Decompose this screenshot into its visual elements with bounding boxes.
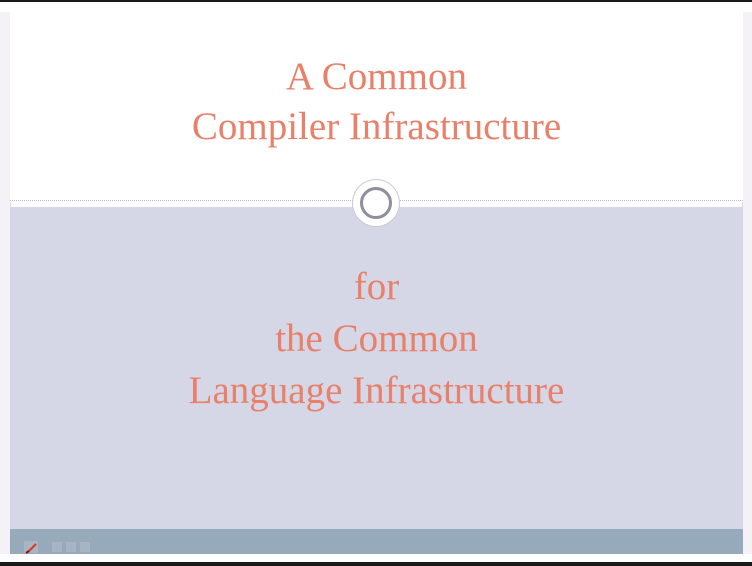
slideshow-controls[interactable] xyxy=(52,541,92,553)
slide-footer-bar xyxy=(10,529,743,554)
window-top-edge xyxy=(0,0,752,2)
slide-subtitle-line-3: Language Infrastructure xyxy=(188,369,565,412)
subtitle-area: for the Common Language Infrastructure xyxy=(10,207,743,529)
pen-icon[interactable] xyxy=(22,540,48,554)
window-bottom-edge xyxy=(0,562,752,566)
slide-title-line-2: Compiler Infrastructure xyxy=(191,105,562,148)
slide-title-line-1: A Common xyxy=(286,55,467,98)
slide: A Common Compiler Infrastructure for the… xyxy=(10,12,743,554)
ring-icon xyxy=(353,180,399,226)
right-margin xyxy=(743,12,752,554)
left-margin xyxy=(0,12,10,554)
slide-subtitle: for the Common Language Infrastructure xyxy=(10,261,743,417)
ring-icon-inner xyxy=(360,187,392,219)
title-area: A Common Compiler Infrastructure xyxy=(10,12,743,202)
slide-subtitle-line-1: for xyxy=(353,265,400,308)
slide-title: A Common Compiler Infrastructure xyxy=(10,52,743,152)
slide-subtitle-line-2: the Common xyxy=(275,317,478,360)
